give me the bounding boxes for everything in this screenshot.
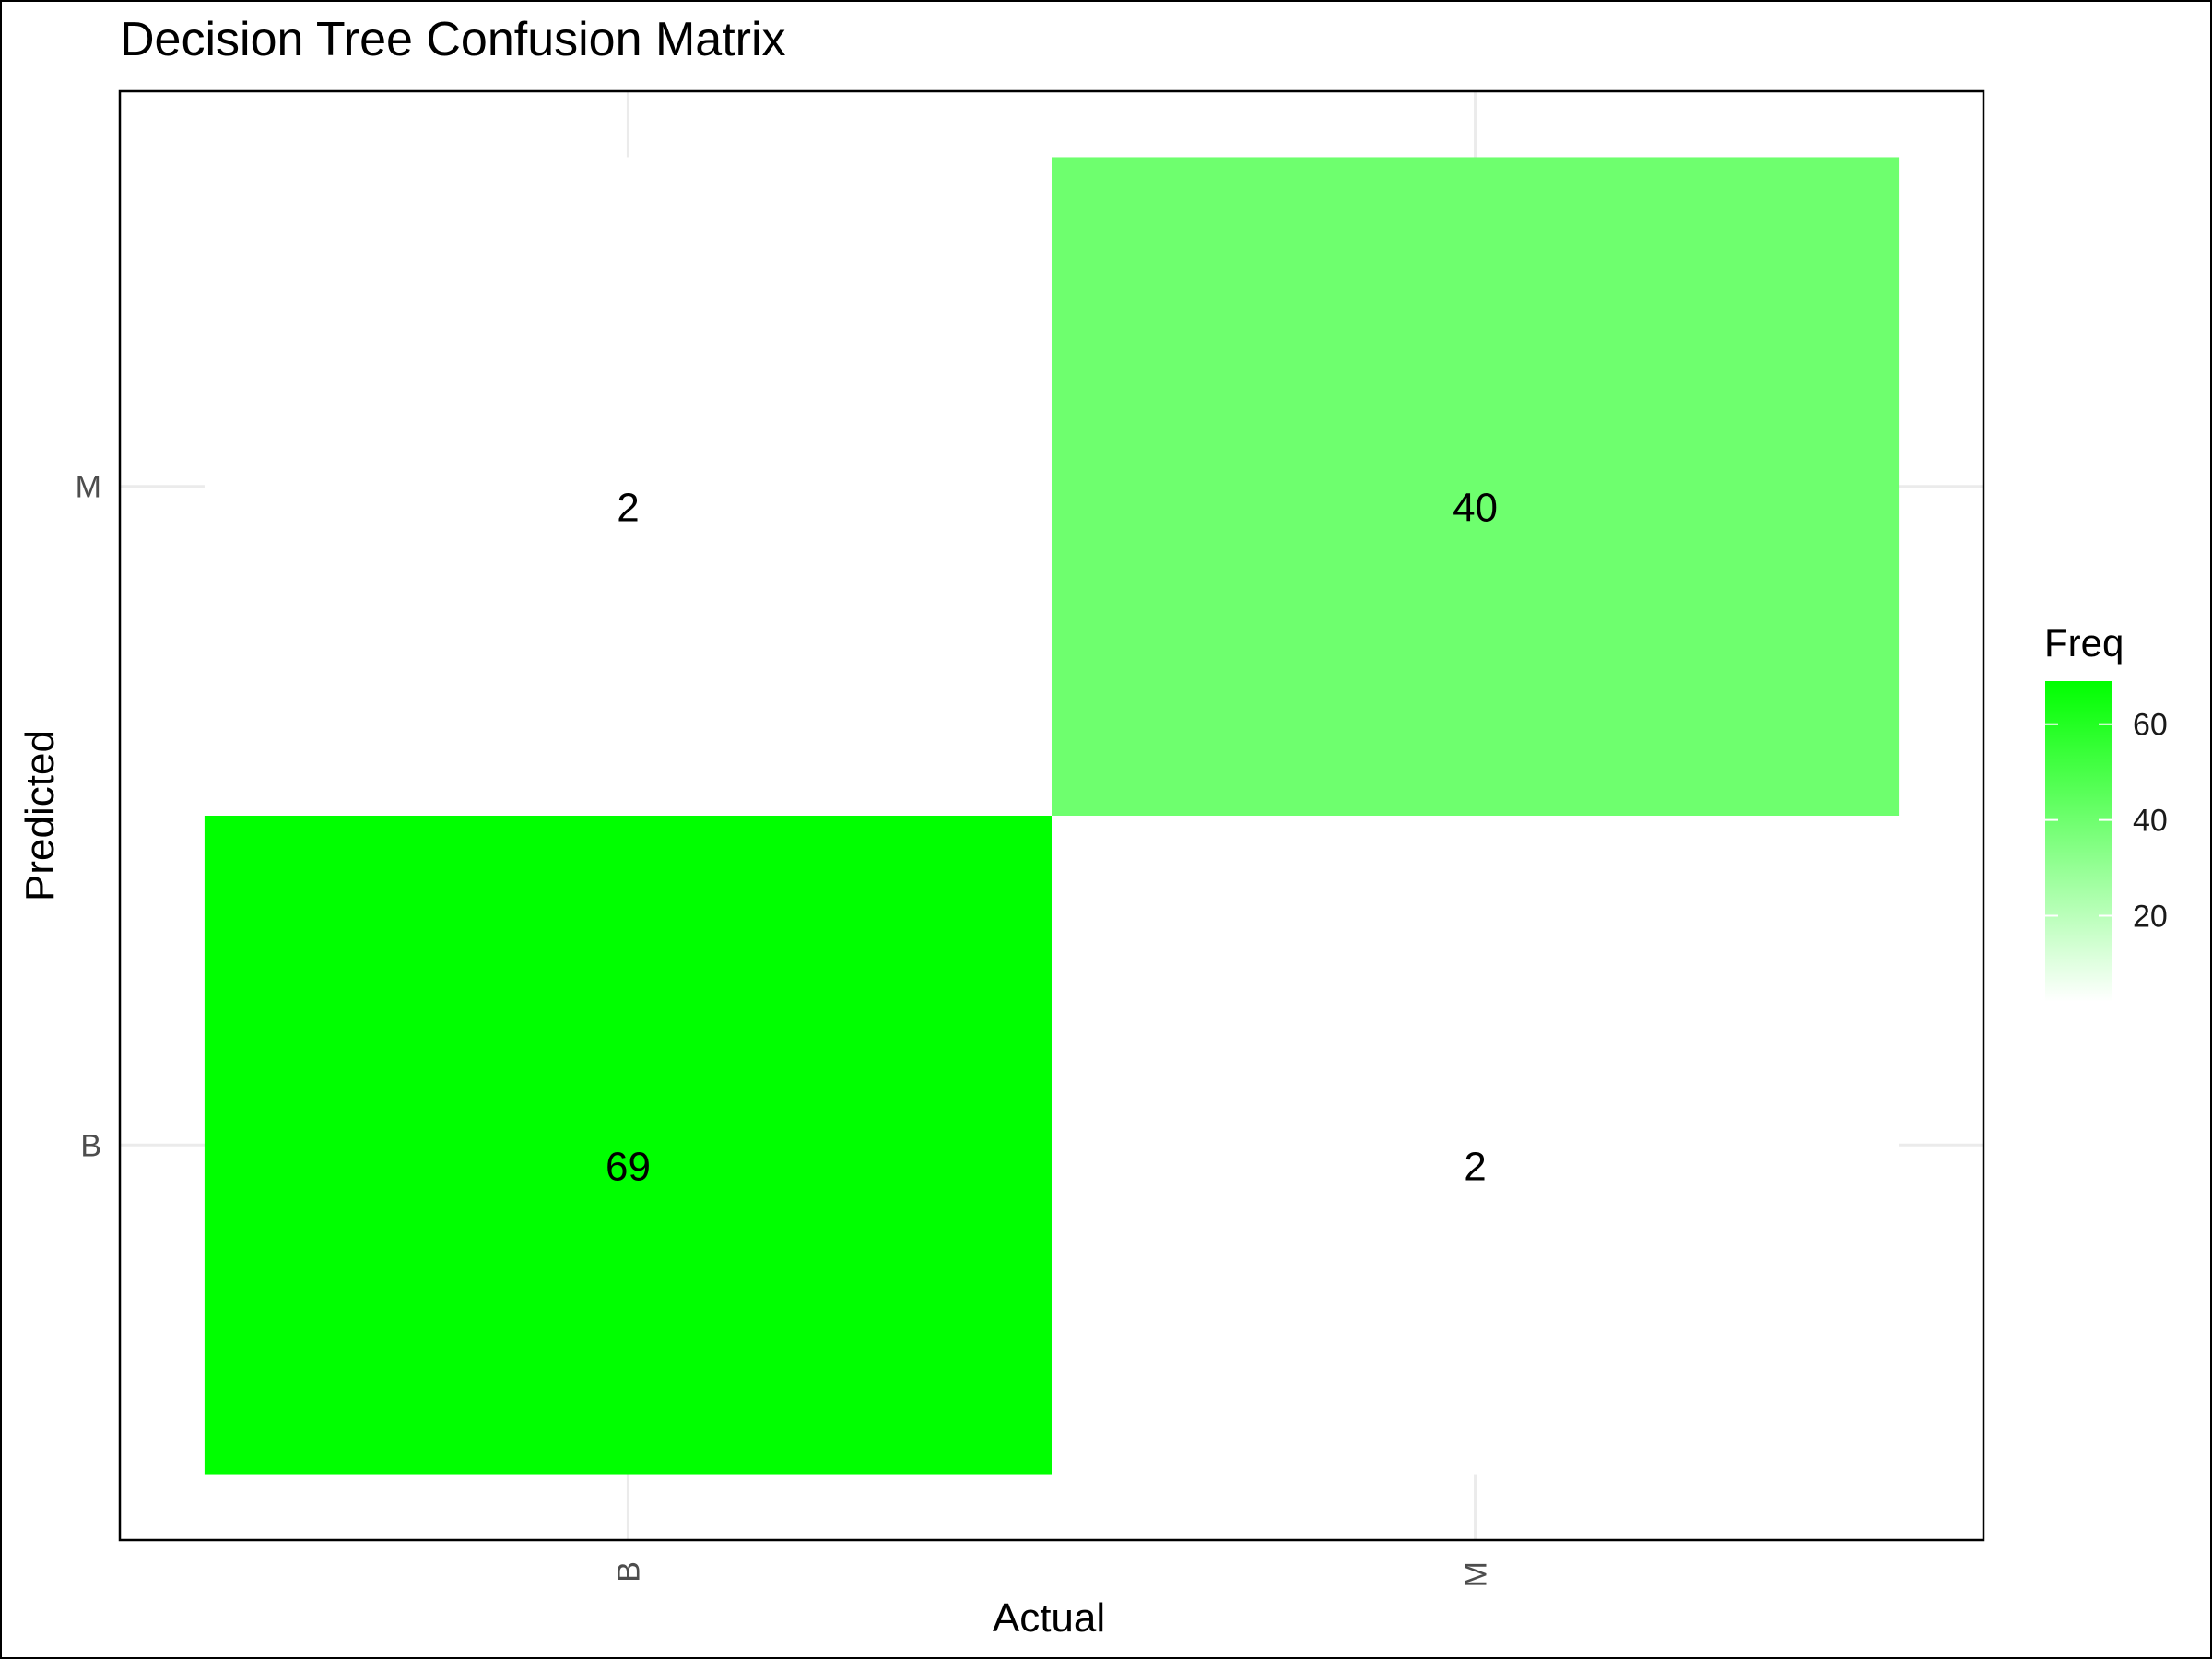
y-tick-label-B: B	[80, 1128, 101, 1163]
y-axis-title: Predicted	[18, 730, 63, 901]
x-tick-label-B: B	[611, 1561, 646, 1583]
x-axis-title: Actual	[993, 1595, 1105, 1641]
cell-labels: 69 2 2 40	[606, 486, 1498, 1190]
cell-actual-M-predicted-B	[1052, 816, 1900, 1475]
y-tick-label-M: M	[76, 470, 101, 505]
cell-label-actual-B-predicted-B: 69	[606, 1144, 651, 1189]
legend-tick-label-40: 40	[2133, 804, 2168, 839]
cell-actual-B-predicted-M	[204, 157, 1053, 817]
chart-title: Decision Tree Confusion Matrix	[120, 13, 786, 66]
panel-border	[118, 89, 1985, 1542]
cell-actual-M-predicted-M	[1052, 157, 1900, 817]
legend: Freq 20 40 60	[2044, 621, 2168, 1002]
legend-ticks: 20 40 60	[2045, 708, 2168, 935]
legend-title: Freq	[2044, 621, 2124, 665]
cell-actual-B-predicted-B	[204, 816, 1053, 1475]
legend-tick-label-60: 60	[2133, 708, 2168, 743]
x-tick-label-M: M	[1459, 1561, 1494, 1587]
cell-label-actual-B-predicted-M: 2	[617, 486, 639, 531]
heatmap-cells	[204, 157, 1900, 1475]
legend-colorbar	[2045, 681, 2112, 1002]
cell-label-actual-M-predicted-B: 2	[1464, 1144, 1486, 1189]
legend-tick-label-20: 20	[2133, 900, 2168, 935]
cell-label-actual-M-predicted-M: 40	[1453, 486, 1498, 531]
y-axis-ticks: BM	[76, 470, 101, 1164]
